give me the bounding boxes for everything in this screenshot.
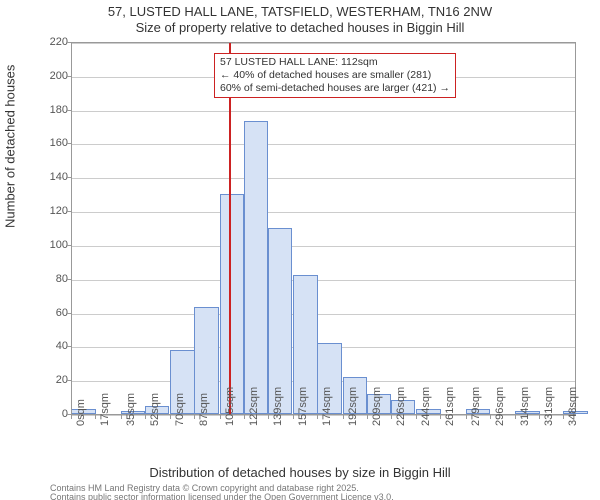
y-tick-mark — [66, 279, 71, 280]
y-tick-mark — [66, 245, 71, 246]
x-axis-label: Distribution of detached houses by size … — [0, 465, 600, 480]
x-tick-mark — [121, 414, 122, 419]
y-tick-label: 140 — [46, 171, 68, 183]
x-tick-label: 174sqm — [321, 422, 333, 426]
y-tick-mark — [66, 42, 71, 43]
x-tick-mark — [515, 414, 516, 419]
x-tick-label: 35sqm — [125, 422, 137, 426]
y-tick-mark — [66, 313, 71, 314]
x-tick-mark — [95, 414, 96, 419]
y-tick-mark — [66, 110, 71, 111]
annotation-line-1: 57 LUSTED HALL LANE: 112sqm — [220, 56, 450, 69]
x-tick-label: 52sqm — [149, 422, 161, 426]
x-tick-label: 192sqm — [347, 422, 359, 426]
gridline-h — [71, 43, 575, 44]
reference-line — [229, 43, 231, 414]
y-tick-label: 180 — [46, 104, 68, 116]
x-tick-label: 122sqm — [248, 422, 260, 426]
x-tick-mark — [293, 414, 294, 419]
x-tick-mark — [440, 414, 441, 419]
x-tick-label: 296sqm — [494, 422, 506, 426]
x-tick-label: 0sqm — [75, 422, 87, 426]
y-tick-label: 100 — [46, 239, 68, 251]
x-tick-label: 139sqm — [272, 422, 284, 426]
x-tick-mark — [268, 414, 269, 419]
y-axis-label: Number of detached houses — [3, 65, 18, 228]
gridline-h — [71, 144, 575, 145]
y-tick-label: 60 — [46, 307, 68, 319]
x-tick-mark — [220, 414, 221, 419]
histogram-bar — [220, 194, 245, 414]
plot-area: 57 LUSTED HALL LANE: 112sqm← 40% of deta… — [71, 42, 576, 414]
gridline-h — [71, 178, 575, 179]
y-tick-mark — [66, 143, 71, 144]
histogram-bar — [244, 121, 269, 414]
x-tick-label: 331sqm — [543, 422, 555, 426]
x-tick-mark — [391, 414, 392, 419]
y-tick-label: 20 — [46, 374, 68, 386]
x-tick-label: 348sqm — [567, 422, 579, 426]
x-tick-mark — [367, 414, 368, 419]
annotation-box: 57 LUSTED HALL LANE: 112sqm← 40% of deta… — [214, 53, 456, 98]
x-tick-label: 279sqm — [470, 422, 482, 426]
y-tick-mark — [66, 211, 71, 212]
x-tick-mark — [343, 414, 344, 419]
x-tick-mark — [71, 414, 72, 419]
x-tick-mark — [563, 414, 564, 419]
y-tick-label: 80 — [46, 273, 68, 285]
y-tick-label: 40 — [46, 340, 68, 352]
y-tick-label: 220 — [46, 36, 68, 48]
x-tick-mark — [244, 414, 245, 419]
y-tick-mark — [66, 380, 71, 381]
y-tick-label: 120 — [46, 205, 68, 217]
title-line-1: 57, LUSTED HALL LANE, TATSFIELD, WESTERH… — [0, 4, 600, 20]
gridline-h — [71, 111, 575, 112]
footer-line-2: Contains public sector information licen… — [50, 492, 394, 500]
y-tick-label: 0 — [46, 408, 68, 420]
x-tick-mark — [416, 414, 417, 419]
y-tick-mark — [66, 177, 71, 178]
x-tick-label: 87sqm — [198, 422, 210, 426]
x-tick-label: 314sqm — [519, 422, 531, 426]
x-tick-mark — [539, 414, 540, 419]
chart-container: 57, LUSTED HALL LANE, TATSFIELD, WESTERH… — [0, 0, 600, 500]
x-tick-label: 70sqm — [174, 422, 186, 426]
x-tick-mark — [194, 414, 195, 419]
footer-text: Contains HM Land Registry data © Crown c… — [50, 484, 394, 500]
x-tick-label: 105sqm — [224, 422, 236, 426]
gridline-h — [71, 246, 575, 247]
x-tick-mark — [145, 414, 146, 419]
annotation-line-3: 60% of semi-detached houses are larger (… — [220, 82, 450, 95]
y-axis-line — [71, 42, 72, 414]
y-tick-mark — [66, 346, 71, 347]
x-tick-label: 157sqm — [297, 422, 309, 426]
x-tick-mark — [490, 414, 491, 419]
title-line-2: Size of property relative to detached ho… — [0, 20, 600, 36]
y-tick-label: 200 — [46, 70, 68, 82]
title-block: 57, LUSTED HALL LANE, TATSFIELD, WESTERH… — [0, 4, 600, 37]
gridline-h — [71, 212, 575, 213]
x-tick-mark — [466, 414, 467, 419]
x-tick-label: 261sqm — [444, 422, 456, 426]
gridline-h — [71, 280, 575, 281]
y-tick-label: 160 — [46, 137, 68, 149]
x-tick-label: 17sqm — [99, 422, 111, 426]
x-tick-label: 209sqm — [371, 422, 383, 426]
x-tick-mark — [170, 414, 171, 419]
x-tick-mark — [317, 414, 318, 419]
x-tick-label: 244sqm — [420, 422, 432, 426]
x-tick-label: 226sqm — [395, 422, 407, 426]
annotation-line-2: ← 40% of detached houses are smaller (28… — [220, 69, 450, 82]
gridline-h — [71, 314, 575, 315]
y-tick-mark — [66, 76, 71, 77]
